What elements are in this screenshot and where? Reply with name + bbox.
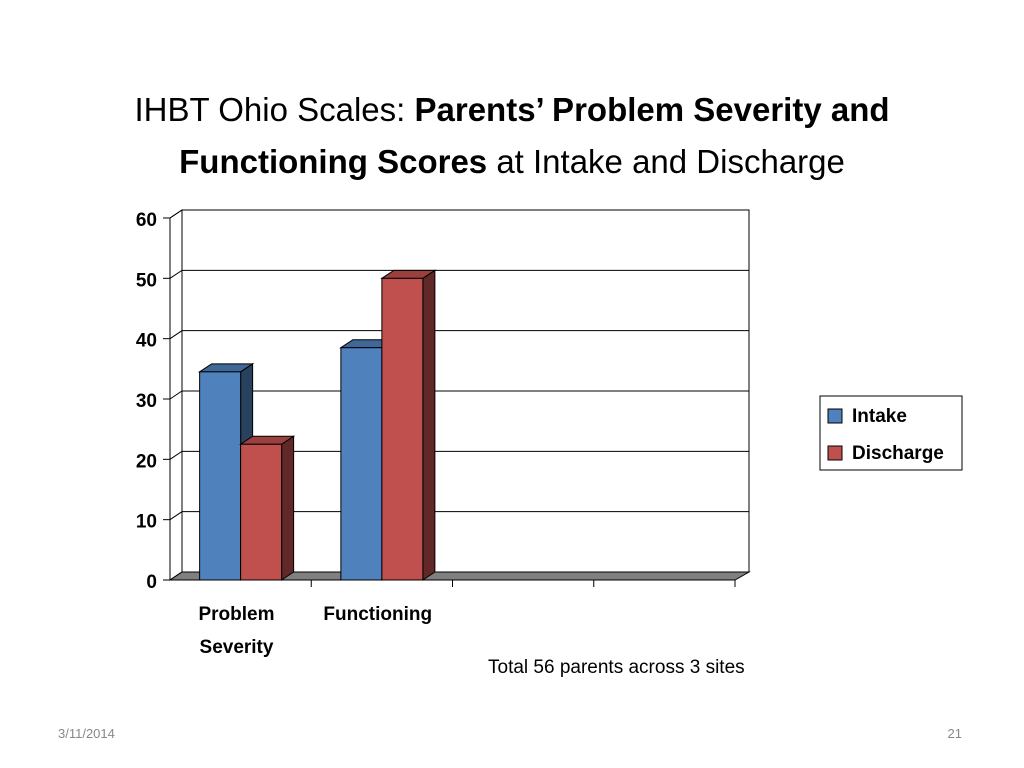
y-tick-label: 0 bbox=[146, 572, 157, 593]
legend-label: Intake bbox=[852, 406, 907, 427]
slide-date: 3/11/2014 bbox=[58, 726, 115, 741]
grid-line bbox=[169, 330, 749, 340]
legend-swatch bbox=[827, 408, 843, 424]
y-tick-label: 10 bbox=[136, 512, 157, 533]
y-tick-label: 60 bbox=[136, 210, 157, 231]
title-part: Parents’ Problem Severity and bbox=[414, 91, 890, 128]
title-part: Functioning Scores bbox=[179, 143, 488, 180]
bar bbox=[199, 371, 242, 581]
x-tick-label: Functioning bbox=[323, 604, 433, 625]
grid-line bbox=[169, 269, 749, 279]
bar-side bbox=[281, 435, 295, 581]
slide-number: 21 bbox=[947, 726, 962, 741]
bar bbox=[240, 443, 283, 581]
x-tick-label: Problem Severity bbox=[198, 604, 275, 658]
bar-side bbox=[422, 269, 436, 581]
y-tick-label: 50 bbox=[136, 270, 157, 291]
grid-line bbox=[169, 511, 749, 521]
bar bbox=[340, 347, 383, 581]
legend-swatch bbox=[827, 445, 843, 461]
annotation: Total 56 parents across 3 sites bbox=[488, 657, 745, 678]
chart-title: IHBT Ohio Scales: Parents’ Problem Sever… bbox=[0, 84, 1024, 188]
y-tick-label: 20 bbox=[136, 451, 157, 472]
grid-line bbox=[169, 209, 749, 219]
y-tick-label: 40 bbox=[136, 331, 157, 352]
bar bbox=[381, 277, 424, 581]
title-part: at Intake and Discharge bbox=[487, 143, 845, 180]
legend-label: Discharge bbox=[852, 443, 944, 464]
y-tick-label: 30 bbox=[136, 391, 157, 412]
grid-line bbox=[169, 450, 749, 460]
grid-line bbox=[169, 390, 749, 400]
legend-box bbox=[819, 395, 963, 471]
title-part: IHBT Ohio Scales: bbox=[134, 91, 415, 128]
